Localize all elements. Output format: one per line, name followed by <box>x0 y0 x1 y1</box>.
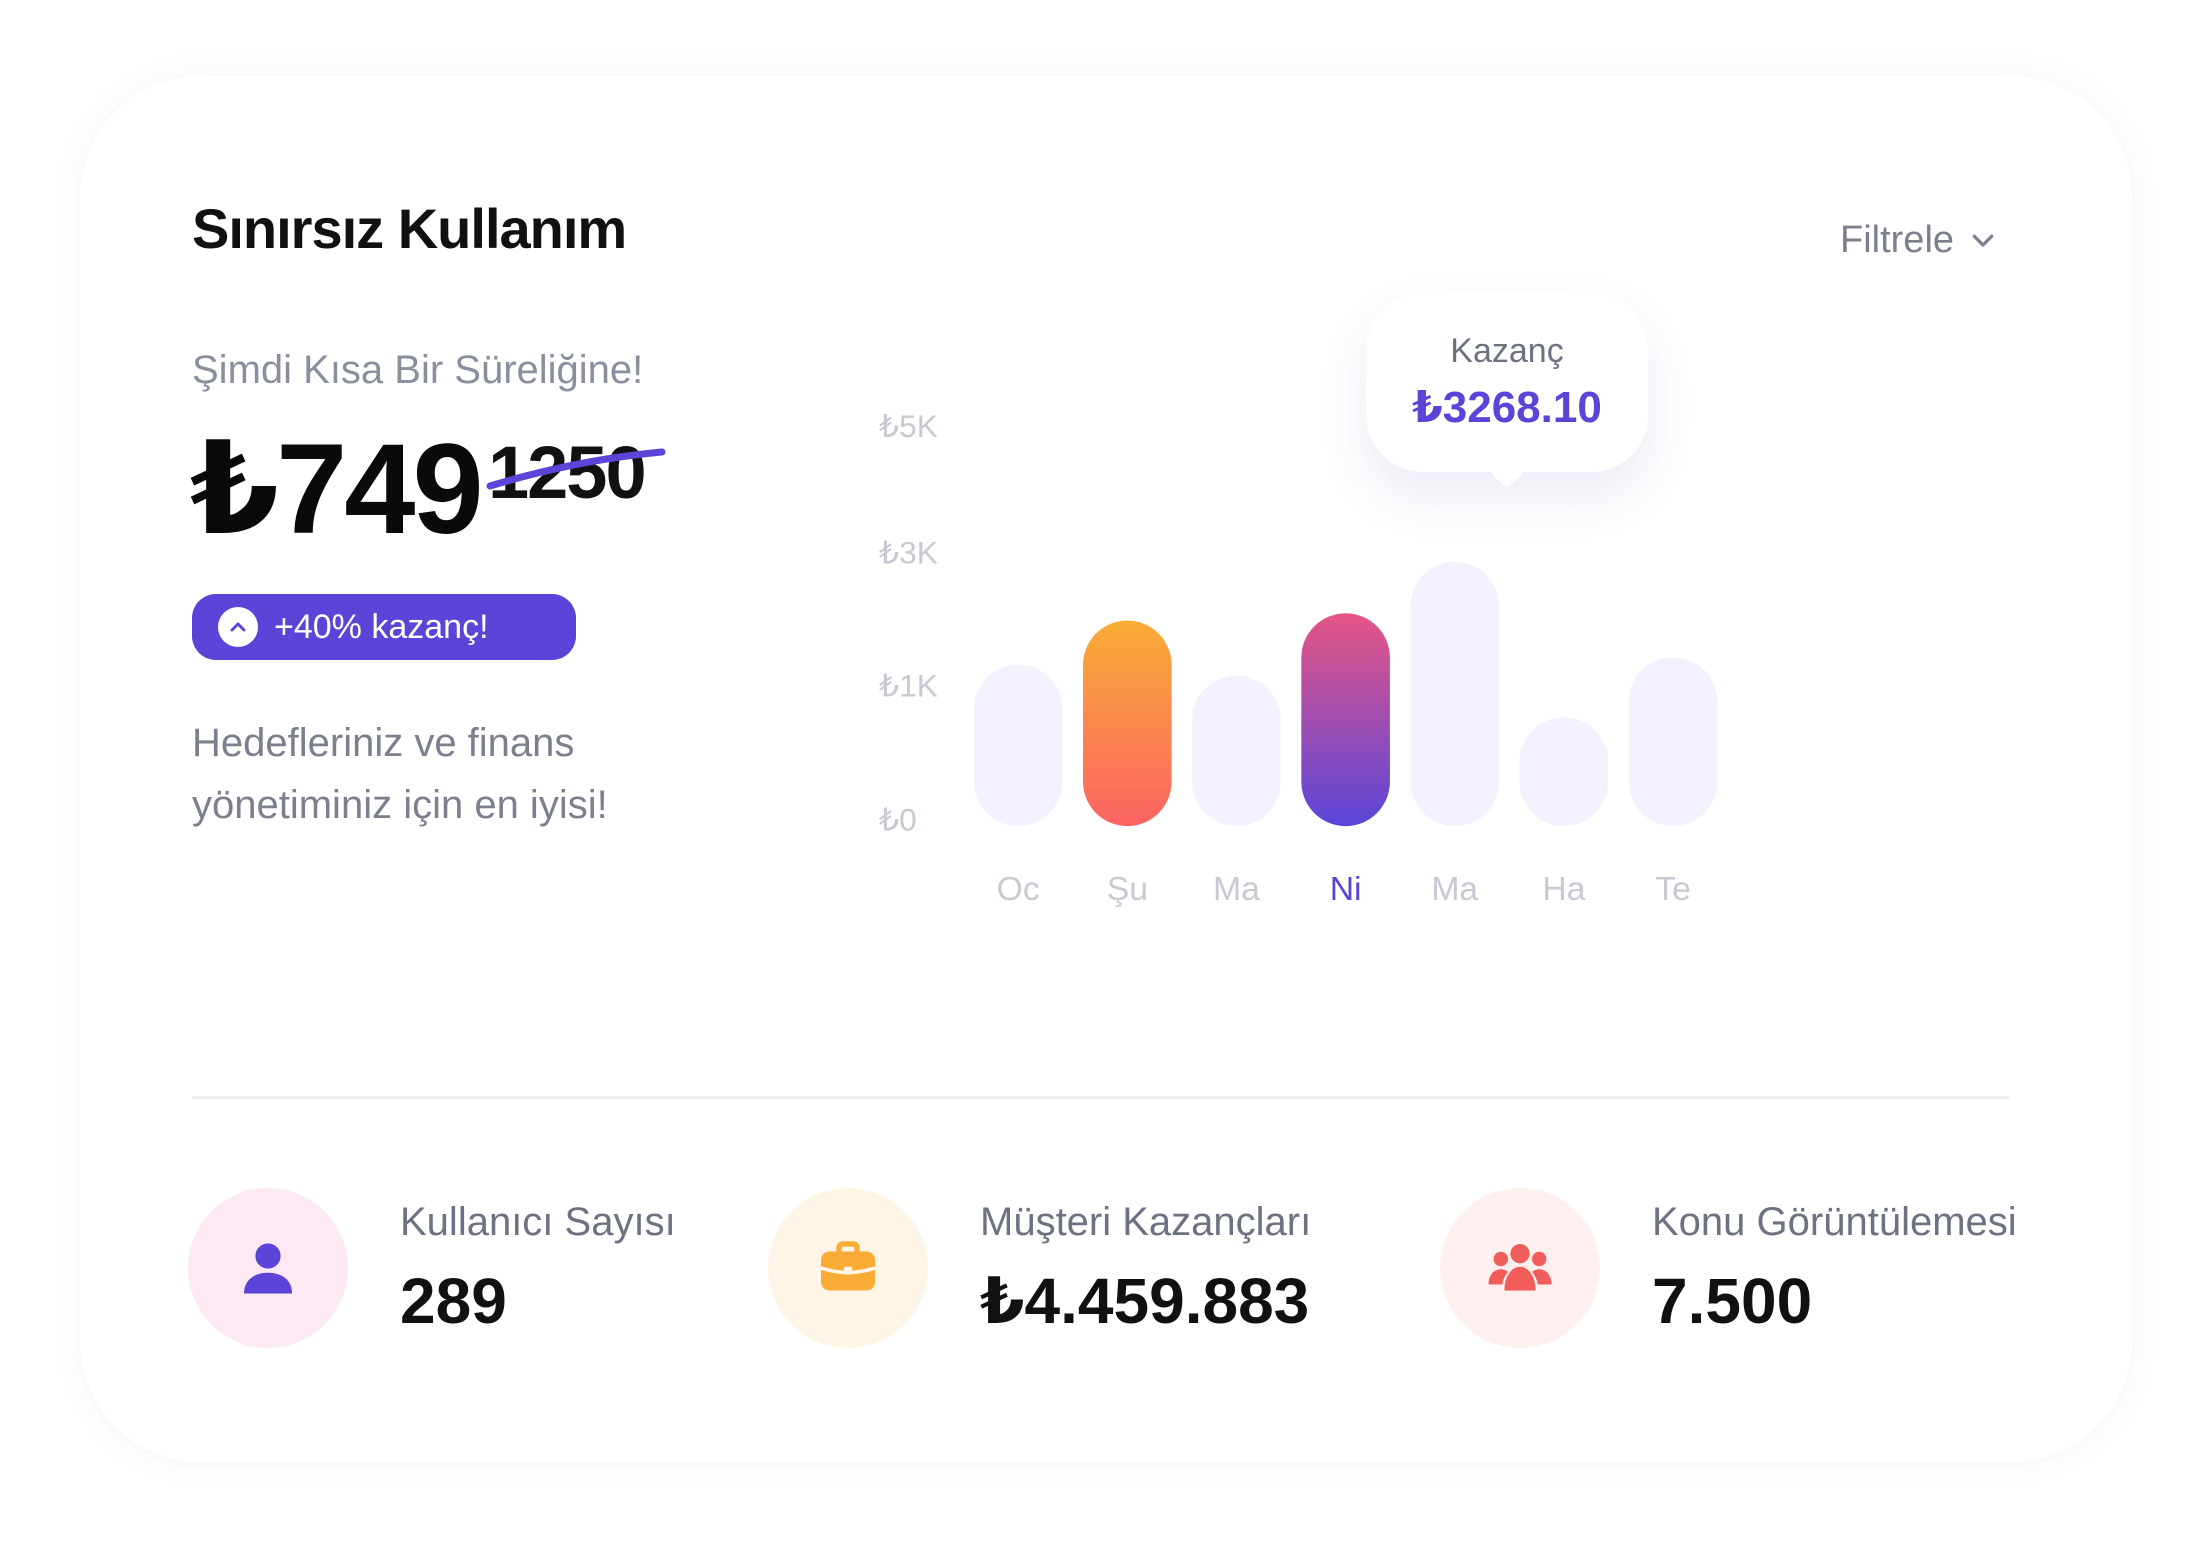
x-tick-label: Te <box>1655 870 1691 908</box>
x-tick-label: Ni <box>1330 870 1362 908</box>
x-tick-label: Oc <box>997 870 1040 908</box>
stat-value: ₺4.459.883 <box>980 1265 1310 1337</box>
old-price: 1250 <box>488 431 647 514</box>
stat-user-count: Kullanıcı Sayısı 289 <box>188 1188 708 1348</box>
stat-label: Konu Görüntülemesi <box>1652 1200 2017 1244</box>
card-title: Sınırsız Kullanım <box>192 197 627 260</box>
x-tick-label: Şu <box>1107 870 1148 908</box>
stat-label: Kullanıcı Sayısı <box>400 1200 676 1244</box>
bar-4[interactable] <box>1301 613 1390 827</box>
filter-dropdown[interactable]: Filtrele <box>1840 212 1998 268</box>
x-tick-label: Ma <box>1431 870 1478 908</box>
section-divider <box>192 1096 2010 1099</box>
y-tick-label: ₺3K <box>879 534 938 570</box>
stat-customer-earnings: Müşteri Kazançları ₺4.459.883 <box>768 1188 1388 1348</box>
x-tick-label: Ma <box>1213 870 1260 908</box>
users-group-icon <box>1488 1244 1552 1291</box>
earnings-bar-chart: ₺0 ₺1K ₺3K ₺5K Oc Şu Ma Ni Ma Ha Te <box>879 408 1718 908</box>
bar-6[interactable] <box>1519 717 1609 827</box>
stat-icon-circle <box>1440 1188 1600 1348</box>
stat-value: 7.500 <box>1652 1265 1813 1337</box>
bar-7[interactable] <box>1628 657 1718 827</box>
stat-icon-circle <box>188 1188 348 1348</box>
y-tick-label: ₺5K <box>879 408 938 444</box>
current-price: ₺749 <box>190 418 484 561</box>
x-tick-label: Ha <box>1542 870 1585 908</box>
gain-badge-label: +40% kazanç! <box>274 607 489 646</box>
bar-5[interactable] <box>1410 561 1500 827</box>
y-tick-label: ₺0 <box>879 801 917 837</box>
earnings-tooltip: Kazanç ₺3268.10 <box>1366 294 1648 472</box>
bar-3[interactable] <box>1192 675 1281 827</box>
strikethrough-line <box>486 448 666 490</box>
bar-2[interactable] <box>1083 620 1172 827</box>
user-icon <box>244 1243 292 1294</box>
y-tick-label: ₺1K <box>879 667 938 703</box>
bar-1[interactable] <box>973 664 1063 827</box>
offer-description: Hedefleriniz ve finans yönetiminiz için … <box>192 721 608 827</box>
gain-badge: +40% kazanç! <box>192 594 576 660</box>
tooltip-value: ₺3268.10 <box>1412 383 1602 432</box>
chevron-down-icon <box>1972 234 1994 247</box>
stat-label: Müşteri Kazançları <box>980 1200 1312 1244</box>
briefcase-icon <box>820 1241 876 1291</box>
filter-label: Filtrele <box>1840 218 1955 261</box>
chevron-up-icon <box>218 607 258 647</box>
tooltip-label: Kazanç <box>1450 332 1564 370</box>
offer-subtitle: Şimdi Kısa Bir Süreliğine! <box>192 348 644 392</box>
stat-icon-circle <box>768 1188 928 1348</box>
stat-topic-views: Konu Görüntülemesi 7.500 <box>1440 1188 2050 1348</box>
stat-value: 289 <box>400 1265 507 1337</box>
